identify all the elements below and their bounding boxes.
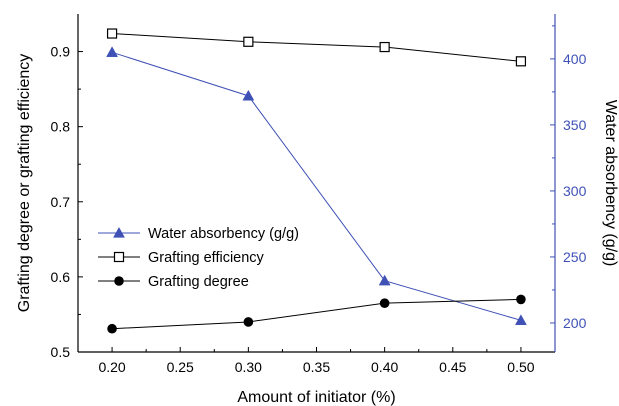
water-absorbency-g-g-point <box>378 274 391 286</box>
x-tick-label: 0.20 <box>98 359 125 375</box>
legend-water-absorbency-g-g-label: Water absorbency (g/g) <box>148 226 299 242</box>
right-y-tick-label: 350 <box>563 117 587 133</box>
left-y-tick-label: 0.8 <box>51 119 71 135</box>
x-tick-label: 0.40 <box>371 359 398 375</box>
grafting-degree-line <box>112 298 521 330</box>
axes: 0.20 0.25 0.30 0.35 0.40 0.45 0.50 0.5 0.6 0.7 0.8… <box>51 14 587 375</box>
right-y-axis-title: Water absorbency (g/g) <box>602 100 619 267</box>
grafting-degree-point <box>379 298 390 308</box>
water-absorbency-g-g-point <box>106 46 118 57</box>
x-tick-label: 0.45 <box>439 359 466 375</box>
legend-grafting-efficiency-label: Grafting efficiency <box>148 250 265 266</box>
grafting-efficiency-line <box>112 33 521 62</box>
left-y-tick-label: 0.7 <box>51 194 71 210</box>
left-y-tick-label: 0.5 <box>51 344 71 360</box>
legend: Water absorbency (g/g) Grafting efficienc… <box>98 226 299 290</box>
legend-water-absorbency-g-g-marker <box>113 226 125 238</box>
right-y-tick-label: 400 <box>563 51 587 67</box>
grafting-efficiency-point <box>515 56 527 67</box>
water-absorbency-g-g-line <box>111 51 522 321</box>
grafting-degree-point <box>516 294 526 305</box>
x-tick-label: 0.50 <box>507 359 534 375</box>
left-y-axis-title: Grafting degree or grafting efficiency <box>16 54 33 313</box>
right-y-tick-label: 250 <box>563 249 587 265</box>
x-tick-label: 0.30 <box>235 359 262 375</box>
legend-grafting-degree-label: Grafting degree <box>148 274 249 290</box>
right-y-tick-label: 200 <box>563 315 587 331</box>
legend-grafting-efficiency-marker <box>113 251 125 263</box>
grafting-efficiency-point <box>379 41 390 53</box>
water-absorbency-g-g-point <box>515 314 527 325</box>
x-tick-label: 0.25 <box>167 359 194 375</box>
grafting-efficiency-point <box>243 36 254 47</box>
water-absorbency-g-g-point <box>242 89 255 101</box>
x-tick-label: 0.35 <box>303 359 330 375</box>
grafting-degree-point <box>243 317 254 327</box>
grafting-efficiency-point <box>106 28 118 39</box>
x-axis-title: Amount of initiator (%) <box>237 389 395 406</box>
right-y-tick-label: 300 <box>563 183 587 199</box>
left-y-tick-label: 0.9 <box>51 44 71 60</box>
grafting-degree-point <box>107 323 117 334</box>
left-y-tick-label: 0.6 <box>51 269 71 285</box>
series-layer <box>106 28 527 334</box>
legend-grafting-degree-marker <box>114 276 124 286</box>
